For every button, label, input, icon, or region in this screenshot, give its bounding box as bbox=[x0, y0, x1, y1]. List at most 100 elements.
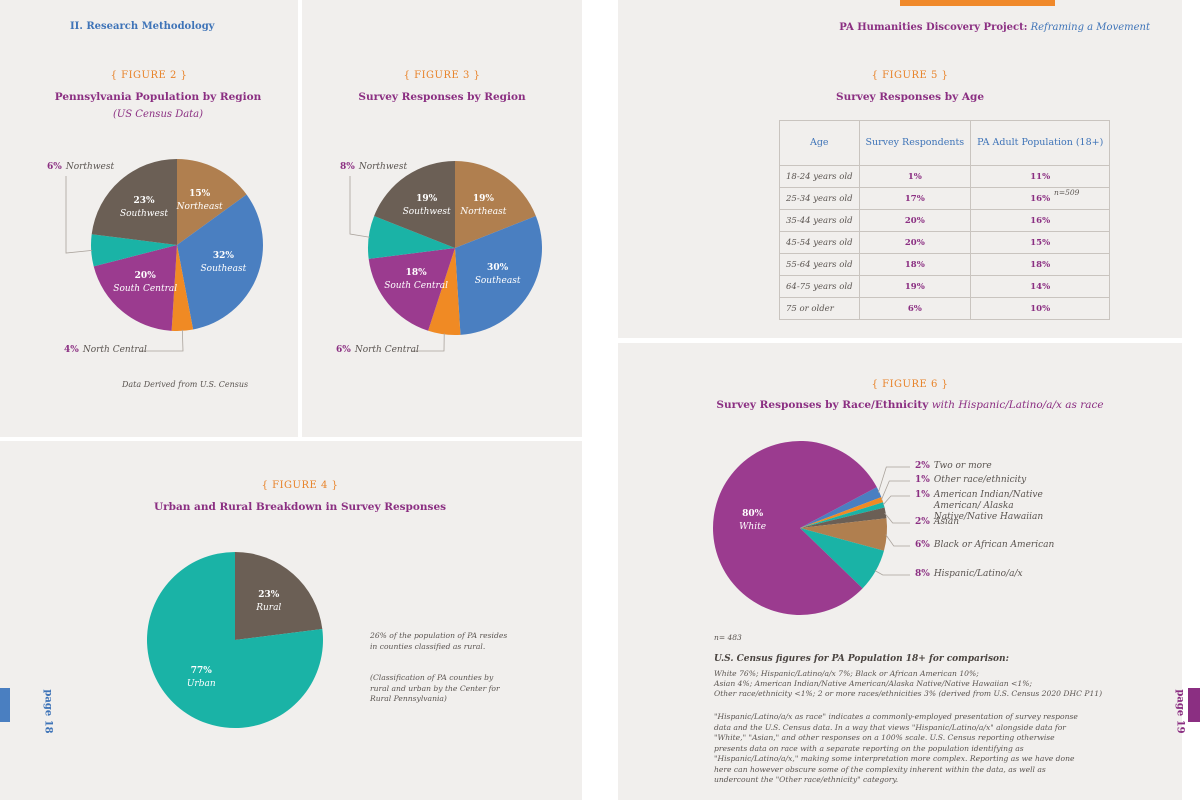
figure-subtitle: (US Census Data) bbox=[112, 109, 204, 120]
leader-line bbox=[140, 329, 184, 352]
pie-slice bbox=[800, 528, 884, 589]
slice-category-label: Other race/ethnicity bbox=[933, 475, 1027, 485]
comparison-line: Asian 4%; American Indian/Native America… bbox=[714, 679, 1033, 688]
pie-slice bbox=[800, 487, 882, 528]
page-tab bbox=[0, 688, 10, 722]
figure-title: Urban and Rural Breakdown in Survey Resp… bbox=[153, 501, 447, 513]
slice-value-label: 2% bbox=[915, 517, 930, 527]
slice-value-label: 77% bbox=[190, 666, 212, 677]
pie-slice bbox=[91, 234, 177, 267]
slice-value-label: 23% bbox=[133, 195, 155, 206]
slice-label: 77% Urban bbox=[187, 665, 216, 691]
slice-value-label: 4% bbox=[64, 345, 79, 355]
slice-category-label: Northeast bbox=[176, 201, 223, 212]
table-value: 10% bbox=[970, 297, 1111, 320]
slice-value-label: 32% bbox=[212, 251, 234, 262]
pie-slice bbox=[800, 507, 887, 528]
slice-label: 2% Two or more bbox=[915, 461, 1075, 472]
header-title: PA Humanities Discovery Project: bbox=[839, 22, 1028, 33]
slice-category-label: Southwest bbox=[402, 207, 451, 218]
slice-value-label: 8% bbox=[915, 569, 930, 579]
slice-value-label: 23% bbox=[258, 589, 280, 600]
comparison-line: White 76%; Hispanic/Latino/a/x 7%; Black… bbox=[714, 669, 979, 678]
panel bbox=[618, 343, 1182, 800]
pie-slice bbox=[177, 194, 264, 330]
slice-category-label: Northwest bbox=[358, 162, 408, 172]
slice-value-label: 20% bbox=[134, 271, 156, 282]
slice-value-label: 1% bbox=[915, 490, 930, 500]
slice-label: 15% Northeast bbox=[177, 188, 223, 214]
leader-line bbox=[65, 176, 93, 254]
comparison-line: Other race/ethnicity <1%; 2 or more race… bbox=[714, 689, 1103, 698]
running-header: PA Humanities Discovery Project: Reframi… bbox=[839, 22, 1150, 33]
slice-label: 6% Black or African American bbox=[915, 540, 1075, 551]
slice-label: 8% Hispanic/Latino/a/x bbox=[915, 569, 1075, 580]
header-subtitle: Reframing a Movement bbox=[1030, 22, 1150, 33]
slice-label: 6% Northwest bbox=[47, 162, 114, 173]
column-header: Survey Respondents bbox=[858, 120, 972, 166]
slice-category-label: North Central bbox=[82, 345, 147, 355]
slice-label: 2% Asian bbox=[915, 517, 1075, 528]
slice-label: 19% Northeast bbox=[460, 193, 506, 219]
slice-value-label: 2% bbox=[915, 461, 930, 471]
table-row: 64-75 years old 19% 14% bbox=[779, 275, 1111, 298]
age-table: Age Survey Respondents PA Adult Population… bbox=[779, 120, 1111, 320]
slice-category-label: Northwest bbox=[65, 162, 115, 172]
slice-category-label: Two or more bbox=[933, 461, 992, 471]
slice-category-label: Urban bbox=[186, 679, 216, 690]
comparison-heading: U.S. Census figures for PA Population 18… bbox=[714, 654, 1009, 664]
figure-label: { FIGURE 5 } bbox=[871, 70, 949, 81]
accent-bar bbox=[900, 0, 1055, 6]
slice-category-label: Southeast bbox=[200, 264, 247, 275]
pie-slice bbox=[455, 161, 536, 248]
leader-line bbox=[880, 480, 910, 501]
slice-category-label: Southwest bbox=[119, 208, 169, 219]
pie-slice bbox=[800, 518, 887, 551]
figure-label: { FIGURE 2 } bbox=[110, 70, 188, 81]
slice-value-label: 6% bbox=[915, 540, 930, 550]
slice-category-label: Black or African American bbox=[933, 540, 1055, 550]
sample-size: n=509 bbox=[1054, 188, 1080, 197]
pie-slice bbox=[368, 215, 455, 259]
pie-slice bbox=[91, 159, 177, 245]
slice-label: 30% Southeast bbox=[475, 262, 521, 288]
slice-value-label: 6% bbox=[47, 162, 62, 172]
slice-label: 19% Southwest bbox=[403, 193, 451, 219]
slice-category-label: Northeast bbox=[460, 207, 507, 218]
slice-label: 23% Rural bbox=[256, 589, 281, 615]
page-tab bbox=[1188, 688, 1200, 722]
leader-line bbox=[884, 512, 910, 524]
leader-line bbox=[877, 466, 910, 493]
slice-category-label: South Central bbox=[113, 284, 178, 295]
pie-slice bbox=[800, 497, 884, 528]
figure-title: Survey Responses by Race/Ethnicity with … bbox=[618, 399, 1200, 411]
leader-line bbox=[349, 176, 370, 238]
figure-label: { FIGURE 6 } bbox=[871, 379, 949, 390]
slice-value-label: 19% bbox=[472, 194, 494, 205]
slice-label: 32% Southeast bbox=[201, 250, 247, 276]
slice-label: 6% North Central bbox=[336, 345, 419, 356]
leader-line bbox=[874, 570, 910, 576]
slice-label: 20% South Central bbox=[113, 270, 177, 296]
pie-slice bbox=[455, 215, 543, 335]
slice-label: 18% South Central bbox=[384, 267, 448, 293]
pie-slice bbox=[177, 159, 247, 245]
slice-category-label: White bbox=[739, 522, 767, 533]
slice-value-label: 18% bbox=[405, 268, 427, 279]
pie-slice bbox=[235, 552, 323, 640]
slice-label: 8% Northwest bbox=[340, 162, 407, 173]
pie-slice bbox=[171, 245, 194, 331]
pie-slice bbox=[374, 161, 455, 248]
slice-value-label: 1% bbox=[915, 475, 930, 485]
slice-category-label: North Central bbox=[354, 345, 419, 355]
leader-line bbox=[412, 333, 445, 352]
pie-slice bbox=[800, 502, 885, 528]
figure-label: { FIGURE 4 } bbox=[261, 480, 339, 491]
slice-value-label: 6% bbox=[336, 345, 351, 355]
slice-value-label: 30% bbox=[487, 263, 509, 274]
slice-category-label: Southeast bbox=[474, 276, 521, 287]
title-suffix: with Hispanic/Latino/a/x as race bbox=[931, 399, 1104, 411]
pie-slice bbox=[368, 248, 455, 331]
